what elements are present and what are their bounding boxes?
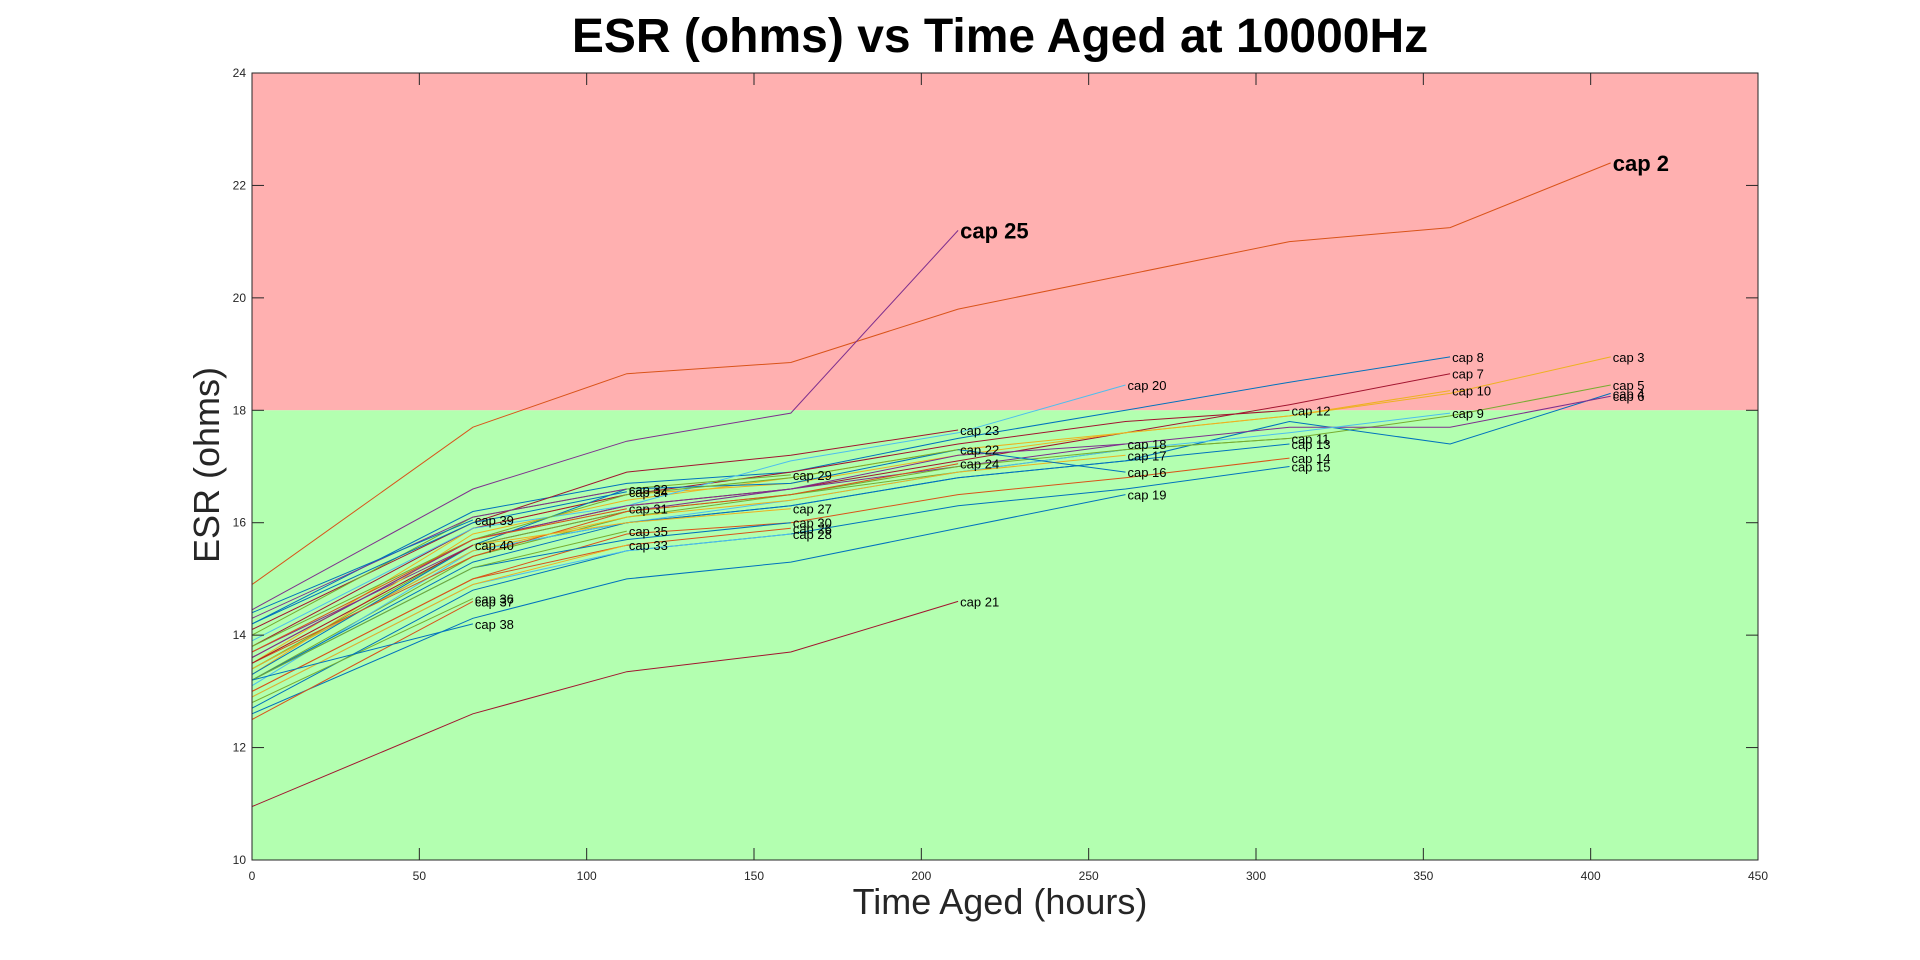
series-label-cap-17: cap 17: [1127, 448, 1166, 463]
y-tick-label: 12: [233, 741, 247, 755]
series-label-cap-28: cap 28: [793, 527, 832, 542]
series-line-cap-34: [251, 491, 627, 625]
y-axis: 10 12 14 16 18 20 22 24: [233, 66, 1758, 867]
y-axis-label: ESR (ohms): [186, 367, 227, 563]
series-label-cap-18: cap 18: [1127, 437, 1166, 452]
series-label-cap-19: cap 19: [1127, 488, 1166, 503]
series-label-cap-20: cap 20: [1127, 378, 1166, 393]
series-line-cap-31: [251, 508, 627, 653]
x-tick-label: 150: [744, 869, 764, 883]
series-label-cap-25: cap 25: [960, 218, 1029, 243]
series-label-cap-31: cap 31: [629, 502, 668, 517]
series-label-cap-40: cap 40: [475, 538, 514, 553]
series-label-cap-16: cap 16: [1127, 465, 1166, 480]
series-line-cap-40: [251, 544, 474, 664]
series-label-cap-9: cap 9: [1452, 406, 1484, 421]
y-tick-label: 16: [233, 516, 247, 530]
series-layer: [251, 162, 1611, 808]
series-line-cap-19: [251, 494, 1126, 715]
series-label-cap-23: cap 23: [960, 423, 999, 438]
x-tick-label: 100: [577, 869, 597, 883]
series-line-cap-35: [251, 530, 627, 681]
x-tick-label: 400: [1581, 869, 1601, 883]
y-tick-label: 22: [233, 178, 247, 192]
background-regions: [252, 73, 1758, 860]
y-tick-label: 18: [233, 403, 247, 417]
series-label-cap-14: cap 14: [1291, 451, 1330, 466]
series-label-cap-39: cap 39: [475, 513, 514, 528]
series-line-cap-21: [251, 600, 959, 808]
series-label-cap-24: cap 24: [960, 457, 999, 472]
series-line-cap-13: [251, 443, 1290, 681]
series-label-cap-13: cap 13: [1291, 437, 1330, 452]
series-label-cap-34: cap 34: [629, 485, 668, 500]
series-line-cap-37: [251, 600, 474, 720]
series-label-cap-36: cap 36: [475, 592, 514, 607]
series-line-cap-32: [251, 488, 627, 619]
series-label-cap-6: cap 6: [1613, 389, 1645, 404]
series-line-cap-20: [251, 384, 1126, 642]
x-tick-label: 200: [911, 869, 931, 883]
series-label-cap-2: cap 2: [1613, 151, 1669, 176]
series-label-cap-32: cap 32: [629, 482, 668, 497]
x-tick-label: 450: [1748, 869, 1768, 883]
y-tick-label: 24: [233, 66, 247, 80]
series-label-cap-4: cap 4: [1613, 386, 1645, 401]
region-band-0: [252, 73, 1758, 411]
series-label-cap-12: cap 12: [1291, 403, 1330, 418]
series-label-cap-38: cap 38: [475, 617, 514, 632]
x-axis-label: Time Aged (hours): [853, 881, 1148, 922]
series-label-cap-30: cap 30: [793, 516, 832, 531]
chart-title: ESR (ohms) vs Time Aged at 10000Hz: [572, 10, 1428, 63]
x-tick-label: 350: [1413, 869, 1433, 883]
series-label-cap-5: cap 5: [1613, 378, 1645, 393]
series-line-cap-23: [251, 429, 959, 630]
series-label-cap-33: cap 33: [629, 538, 668, 553]
y-tick-label: 20: [233, 291, 247, 305]
series-label-cap-29: cap 29: [793, 468, 832, 483]
series-label-cap-26: cap 26: [793, 521, 832, 536]
series-line-cap-26: [251, 527, 791, 692]
series-label-cap-22: cap 22: [960, 443, 999, 458]
series-label-cap-3: cap 3: [1613, 350, 1645, 365]
series-line-cap-17: [251, 454, 1126, 670]
series-label-cap-37: cap 37: [475, 594, 514, 609]
y-tick-label: 10: [233, 853, 247, 867]
series-label-cap-21: cap 21: [960, 594, 999, 609]
x-axis: 0 50 100 150 200 250 300 350 400 450: [249, 73, 1768, 883]
series-label-cap-10: cap 10: [1452, 384, 1491, 399]
series-label-cap-27: cap 27: [793, 502, 832, 517]
series-label-cap-15: cap 15: [1291, 460, 1330, 475]
x-tick-label: 250: [1079, 869, 1099, 883]
series-label-cap-11: cap 11: [1291, 431, 1329, 446]
series-line-cap-8: [251, 356, 1451, 625]
x-tick-label: 0: [249, 869, 256, 883]
region-band-1: [252, 410, 1758, 860]
series-label-cap-8: cap 8: [1452, 350, 1484, 365]
x-tick-label: 300: [1246, 869, 1266, 883]
series-line-cap-33: [251, 544, 627, 698]
series-line-cap-2: [251, 162, 1611, 585]
y-tick-label: 14: [233, 628, 247, 642]
series-line-cap-25: [251, 230, 959, 611]
series-label-cap-35: cap 35: [629, 524, 668, 539]
series-line-cap-22: [251, 449, 959, 647]
plot-frame: [251, 72, 1759, 861]
series-line-cap-24: [251, 463, 959, 664]
series-line-cap-38: [251, 623, 474, 681]
series-line-cap-39: [251, 519, 474, 614]
x-tick-label: 50: [413, 869, 427, 883]
series-line-cap-36: [251, 598, 474, 704]
series-label-cap-7: cap 7: [1452, 367, 1484, 382]
